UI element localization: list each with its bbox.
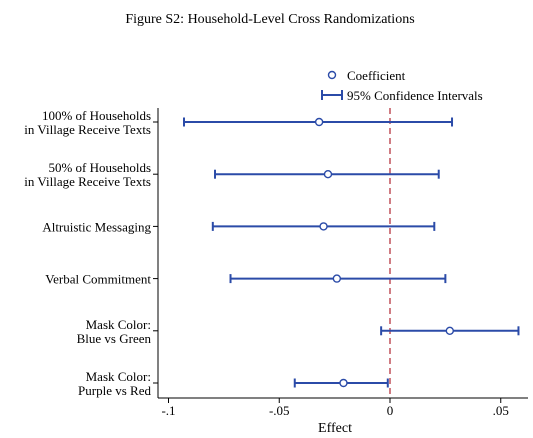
coefficient-point: [314, 117, 324, 127]
category-label: Mask Color:: [86, 317, 151, 332]
coefficient-point: [332, 274, 342, 283]
category-label: 100% of Households: [42, 108, 151, 123]
coefficient-point: [339, 378, 348, 388]
category-label: Altruistic Messaging: [42, 219, 151, 234]
legend-ci-label: 95% Confidence Intervals: [347, 88, 483, 103]
legend-coefficient-label: Coefficient: [347, 68, 406, 83]
category-label: 50% of Households: [48, 160, 151, 175]
category-label: Verbal Commitment: [45, 272, 151, 287]
legend: Coefficient 95% Confidence Intervals: [321, 68, 483, 103]
legend-coefficient-marker: [327, 70, 337, 80]
x-axis-label: Effect: [318, 421, 352, 436]
x-tick-label: -.05: [269, 403, 290, 418]
coefficient-point: [445, 326, 455, 335]
coefficient-point: [319, 222, 328, 231]
category-label: Mask Color:: [86, 369, 151, 384]
coefficient-point: [323, 169, 333, 179]
chart-title: Figure S2: Household-Level Cross Randomi…: [125, 12, 414, 27]
category-label: Purple vs Red: [78, 383, 151, 398]
category-label: in Village Receive Texts: [24, 174, 151, 189]
category-label: Blue vs Green: [77, 331, 152, 346]
x-tick-label: 0: [387, 403, 394, 418]
category-label: in Village Receive Texts: [24, 122, 151, 137]
x-tick-label: .05: [493, 403, 509, 418]
x-tick-label: -.1: [161, 403, 175, 418]
